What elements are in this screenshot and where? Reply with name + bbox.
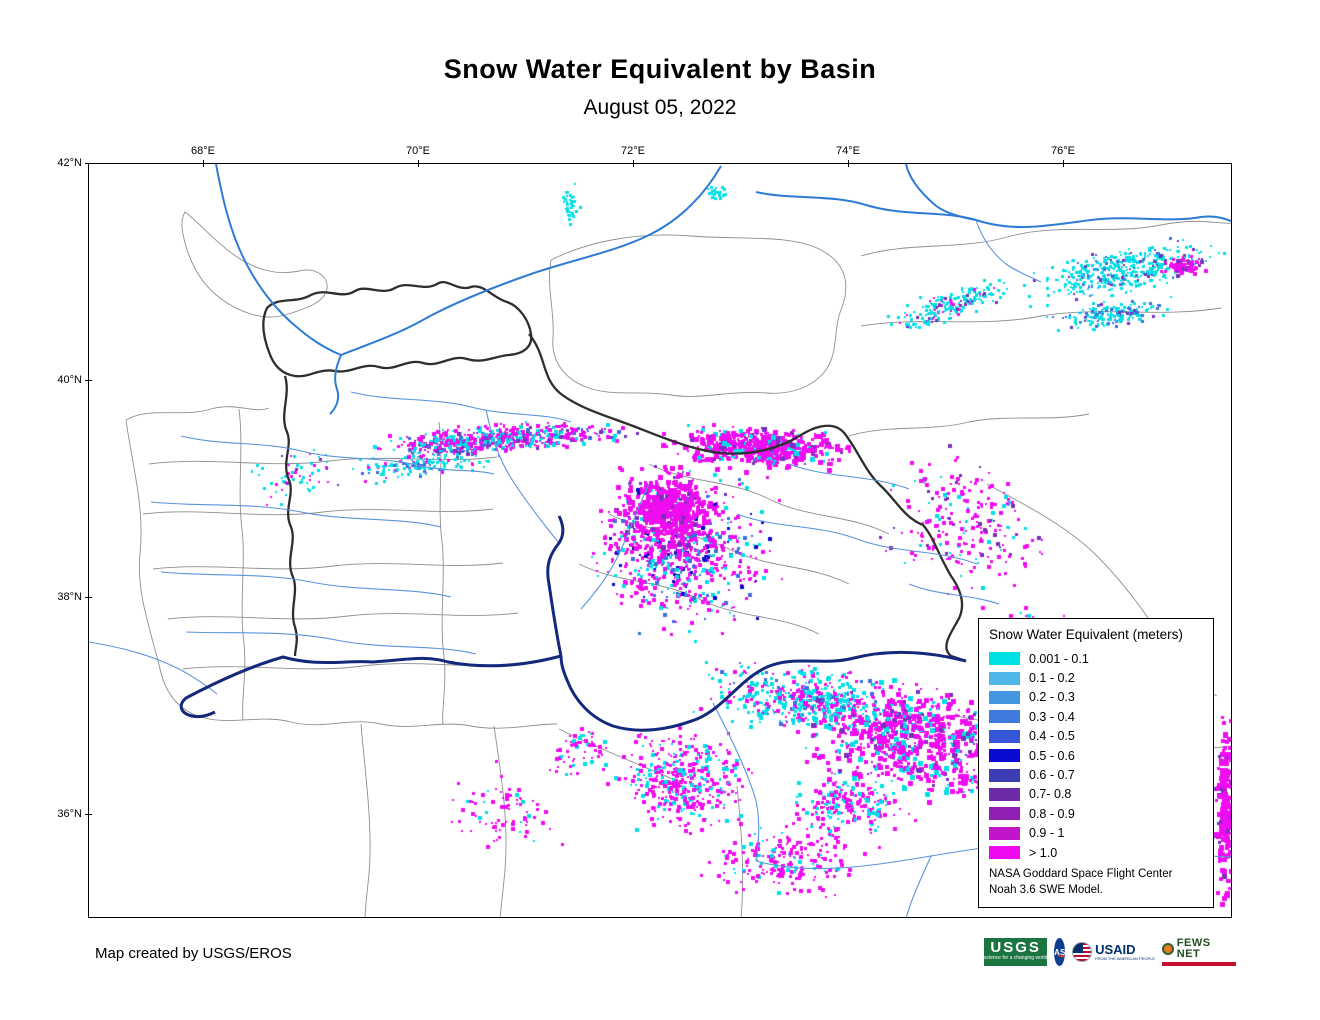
usgs-logo-text: USGS — [990, 939, 1041, 956]
minor-rivers — [89, 219, 1231, 917]
usaid-flag-icon — [1072, 942, 1093, 962]
lon-label: 72°E — [621, 145, 645, 157]
nasa-logo: NASA — [1054, 938, 1066, 966]
legend-item: > 1.0 — [989, 843, 1203, 862]
legend-item: 0.3 - 0.4 — [989, 707, 1203, 726]
lon-label: 76°E — [1051, 145, 1075, 157]
lat-label: 40°N — [57, 374, 82, 386]
legend-swatch — [989, 710, 1020, 724]
lat-tick — [85, 814, 92, 815]
legend-label: 0.6 - 0.7 — [1029, 768, 1075, 783]
border-river — [179, 515, 967, 732]
lat-tick — [85, 163, 92, 164]
legend-item: 0.001 - 0.1 — [989, 649, 1203, 668]
legend-note-line2: Noah 3.6 SWE Model. — [989, 883, 1103, 896]
legend-swatch — [989, 690, 1020, 704]
nasa-logo-text: NASA — [1054, 947, 1066, 957]
fewsnet-logo-text: FEWS NET — [1176, 937, 1211, 960]
legend-swatch — [989, 652, 1020, 666]
legend-swatch — [989, 671, 1020, 685]
page-title: Snow Water Equivalent by Basin — [443, 54, 877, 84]
legend: Snow Water Equivalent (meters) 0.001 - 0… — [978, 618, 1214, 909]
footer-logos: USGS science for a changing world NASA U… — [984, 936, 1236, 968]
fewsnet-globe-icon — [1162, 943, 1174, 955]
usaid-logo-tagline: FROM THE AMERICAN PEOPLE — [1095, 956, 1155, 961]
legend-item: 0.5 - 0.6 — [989, 746, 1203, 765]
legend-label: 0.1 - 0.2 — [1029, 671, 1075, 686]
legend-swatch — [989, 787, 1020, 801]
lon-tick — [1063, 160, 1064, 167]
legend-swatch — [989, 749, 1020, 763]
usaid-logo-text: USAID — [1095, 942, 1136, 957]
lon-label: 68°E — [191, 145, 215, 157]
legend-note-line1: NASA Goddard Space Flight Center — [989, 868, 1173, 881]
legend-label: 0.8 - 0.9 — [1029, 806, 1075, 821]
lat-label: 36°N — [57, 808, 82, 820]
fewsnet-red-bar — [1162, 962, 1236, 966]
lat-tick — [85, 597, 92, 598]
legend-item: 0.6 - 0.7 — [989, 765, 1203, 784]
lat-label: 42°N — [57, 157, 82, 169]
major-rivers — [215, 164, 1231, 415]
legend-label: 0.001 - 0.1 — [1029, 651, 1089, 666]
nasa-swoosh-icon — [1055, 943, 1066, 959]
legend-item: 0.2 - 0.3 — [989, 688, 1203, 707]
legend-label: 0.9 - 1 — [1029, 826, 1065, 841]
map-credit: Map created by USGS/EROS — [95, 945, 292, 962]
legend-note: NASA Goddard Space Flight Center Noah 3.… — [989, 867, 1203, 898]
fewsnet-logo: FEWS NET — [1162, 938, 1236, 966]
lon-tick — [848, 160, 849, 167]
legend-title: Snow Water Equivalent (meters) — [989, 627, 1183, 642]
lon-tick — [418, 160, 419, 167]
usgs-logo: USGS science for a changing world — [984, 938, 1048, 966]
legend-label: 0.4 - 0.5 — [1029, 729, 1075, 744]
map-wrap: Snow Water Equivalent (meters) 0.001 - 0… — [57, 145, 1232, 918]
usgs-logo-tagline: science for a changing world — [984, 955, 1048, 961]
map-date: August 05, 2022 — [583, 96, 737, 119]
legend-label: > 1.0 — [1029, 845, 1058, 860]
legend-item: 0.7- 0.8 — [989, 785, 1203, 804]
legend-swatch — [989, 807, 1020, 821]
river-border-layer — [89, 164, 1231, 917]
legend-items: 0.001 - 0.1 0.1 - 0.2 0.2 - 0.3 0.3 - 0.4 0.… — [989, 649, 1203, 862]
country-border — [262, 281, 967, 663]
legend-label: 0.2 - 0.3 — [1029, 690, 1075, 705]
legend-item: 0.4 - 0.5 — [989, 727, 1203, 746]
lon-tick — [203, 160, 204, 167]
legend-label: 0.7- 0.8 — [1029, 787, 1072, 802]
legend-label: 0.3 - 0.4 — [1029, 709, 1075, 724]
legend-swatch — [989, 846, 1020, 860]
legend-label: 0.5 - 0.6 — [1029, 748, 1075, 763]
lat-label: 38°N — [57, 591, 82, 603]
legend-item: 0.1 - 0.2 — [989, 668, 1203, 687]
legend-item: 0.8 - 0.9 — [989, 804, 1203, 823]
legend-swatch — [989, 768, 1020, 782]
legend-swatch — [989, 729, 1020, 743]
lon-label: 70°E — [406, 145, 430, 157]
lat-tick — [85, 380, 92, 381]
usaid-logo: USAID FROM THE AMERICAN PEOPLE — [1072, 942, 1155, 962]
lon-label: 74°E — [836, 145, 860, 157]
legend-swatch — [989, 826, 1020, 840]
lon-tick — [633, 160, 634, 167]
legend-item: 0.9 - 1 — [989, 824, 1203, 843]
